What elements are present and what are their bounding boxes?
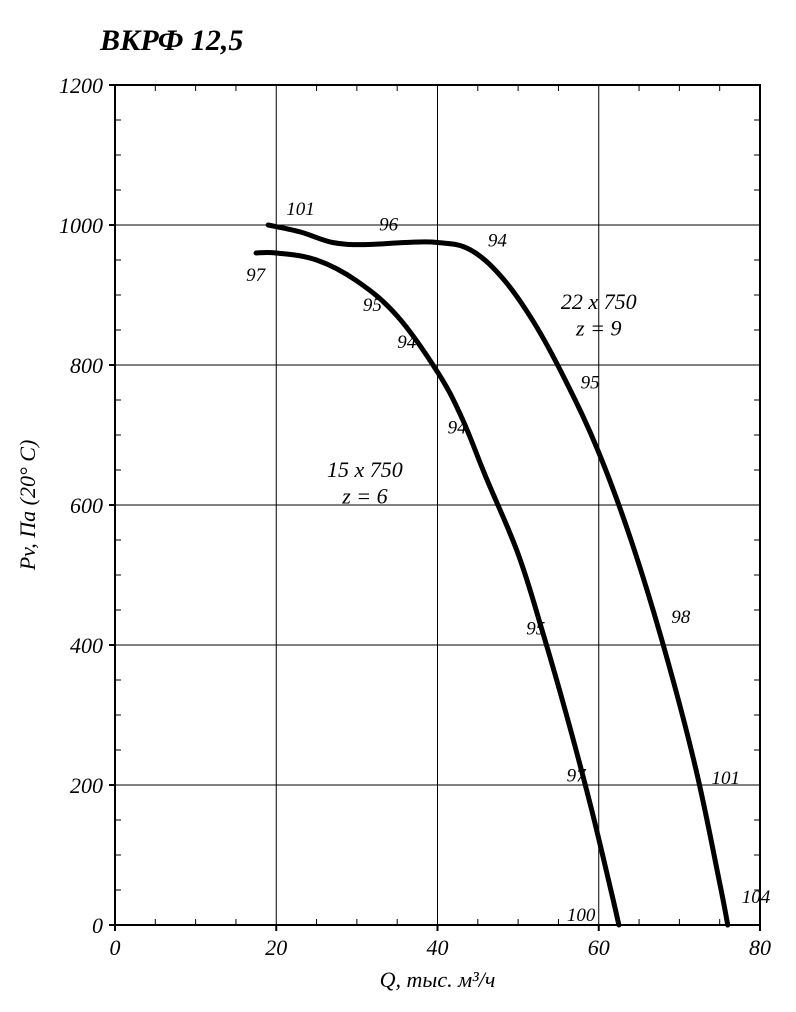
point-label: 101 [712,768,741,789]
point-label: 97 [567,766,588,787]
page-title: ВКРФ 12,5 [99,24,243,57]
point-label: 95 [526,619,545,640]
point-label: 95 [581,373,600,394]
point-label: 100 [567,905,596,926]
x-tick-label: 40 [427,935,449,960]
point-label: 97 [246,265,267,286]
y-tick-label: 200 [70,773,103,798]
x-axis-label: Q, тыс. м³/ч [380,967,496,992]
x-tick-label: 80 [749,935,771,960]
point-label: 94 [397,332,417,353]
y-tick-label: 600 [70,493,103,518]
point-label: 104 [742,887,771,908]
chart-container: ВКРФ 12,5020406080020040060080010001200Q… [0,0,796,1012]
x-tick-label: 20 [265,935,287,960]
fan-curve-chart: ВКРФ 12,5020406080020040060080010001200Q… [0,0,796,1012]
point-label: 96 [379,215,399,236]
y-axis-label: Pv, Па (20° С) [15,440,40,572]
y-tick-label: 800 [70,353,103,378]
point-label: 101 [286,199,315,220]
x-tick-label: 60 [588,935,610,960]
point-label: 94 [448,418,468,439]
y-tick-label: 0 [92,913,103,938]
point-label: 98 [671,607,691,628]
y-tick-label: 1000 [59,213,103,238]
point-label: 95 [363,295,382,316]
point-label: 94 [488,231,508,252]
y-tick-label: 1200 [59,73,103,98]
x-tick-label: 0 [110,935,121,960]
y-tick-label: 400 [70,633,103,658]
